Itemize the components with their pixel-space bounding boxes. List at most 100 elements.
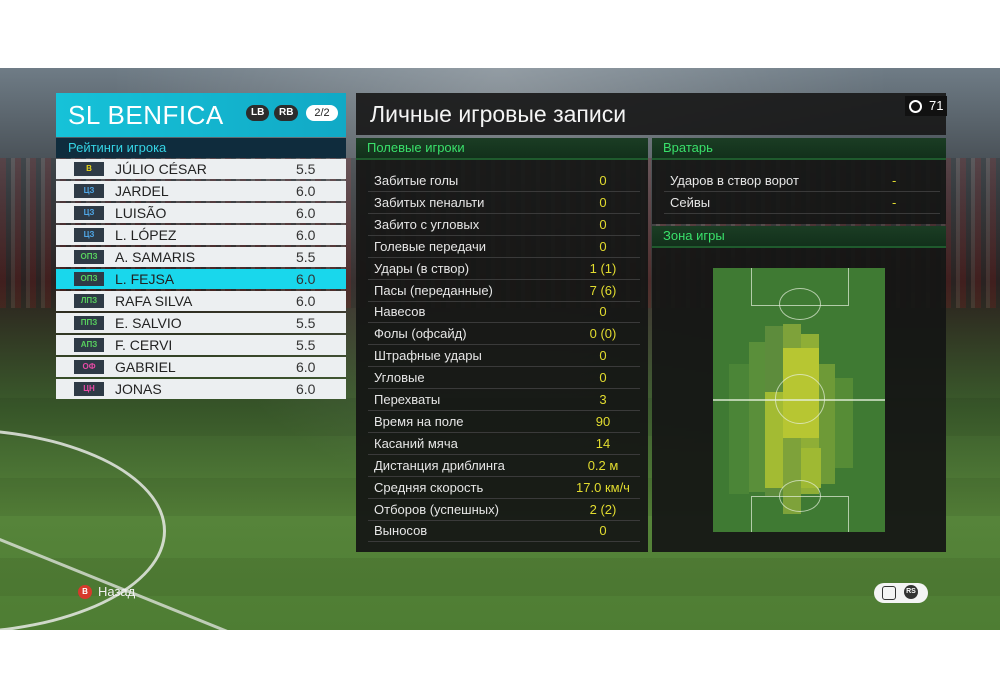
stat-row: Удары (в створ) 1 (1) bbox=[368, 258, 640, 280]
player-name: JARDEL bbox=[115, 183, 169, 199]
match-timer: 71 bbox=[905, 96, 947, 116]
stat-row: Время на поле 90 bbox=[368, 411, 640, 433]
stat-row: Угловые 0 bbox=[368, 367, 640, 390]
stat-label: Забито с угловых bbox=[374, 216, 480, 232]
stat-value: 2 (2) bbox=[589, 501, 617, 517]
player-row[interactable]: ОПЗ A. SAMARIS 5.5 bbox=[56, 247, 346, 267]
stat-label: Пасы (переданные) bbox=[374, 282, 493, 298]
player-name: RAFA SILVA bbox=[115, 293, 193, 309]
field-players-title: Полевые игроки bbox=[367, 140, 465, 155]
player-rating: 6.0 bbox=[296, 183, 316, 199]
player-row[interactable]: В JÚLIO CÉSAR 5.5 bbox=[56, 159, 346, 179]
player-name: F. CERVI bbox=[115, 337, 173, 353]
rb-button[interactable]: RB bbox=[274, 105, 299, 121]
player-rating: 6.0 bbox=[296, 359, 316, 375]
stat-label: Отборов (успешных) bbox=[374, 501, 499, 517]
zone-header: Зона игры bbox=[652, 226, 946, 248]
position-badge: ОПЗ bbox=[74, 250, 104, 264]
heat-cell bbox=[801, 448, 821, 488]
player-rating: 6.0 bbox=[296, 293, 316, 309]
stat-row: Голевые передачи 0 bbox=[368, 236, 640, 258]
player-row[interactable]: ОПЗ L. FEJSA 6.0 bbox=[56, 269, 346, 289]
player-list: В JÚLIO CÉSAR 5.5 ЦЗ JARDEL 6.0 ЦЗ LUISÃO 6.0 ЦЗ L… bbox=[56, 159, 346, 401]
player-row[interactable]: ЦЗ L. LÓPEZ 6.0 bbox=[56, 225, 346, 245]
heat-cell bbox=[819, 364, 835, 484]
field-players-header: Полевые игроки bbox=[356, 138, 648, 160]
gk-stat-row: Сейвы - bbox=[664, 192, 940, 214]
position-badge: В bbox=[74, 162, 104, 176]
player-name: L. LÓPEZ bbox=[115, 227, 177, 243]
back-label[interactable]: Назад bbox=[98, 584, 136, 599]
page-title-bar: Личные игровые записи bbox=[356, 93, 946, 135]
stat-label: Касаний мяча bbox=[374, 435, 458, 451]
stat-value: 0 bbox=[599, 216, 607, 232]
lb-button[interactable]: LB bbox=[246, 105, 270, 121]
stat-row: Штрафные удары 0 bbox=[368, 345, 640, 368]
player-row[interactable]: ППЗ E. SALVIO 5.5 bbox=[56, 313, 346, 333]
team-header: SL BENFICA LB RB 2/2 bbox=[56, 93, 346, 137]
stat-label: Удары (в створ) bbox=[374, 260, 470, 276]
goalkeeper-header: Вратарь bbox=[652, 138, 946, 160]
rs-button-icon[interactable]: RS bbox=[904, 585, 918, 599]
page-title: Личные игровые записи bbox=[370, 101, 627, 127]
gk-stat-value: - bbox=[892, 173, 897, 188]
stat-label: Фолы (офсайд) bbox=[374, 326, 467, 342]
player-rating: 6.0 bbox=[296, 381, 316, 397]
stat-value: 0 bbox=[599, 304, 607, 320]
position-badge: ЦЗ bbox=[74, 206, 104, 220]
page-indicator: 2/2 bbox=[306, 105, 338, 121]
stat-label: Перехваты bbox=[374, 392, 441, 407]
stat-row: Навесов 0 bbox=[368, 301, 640, 324]
player-rating: 5.5 bbox=[296, 315, 316, 331]
stat-value: 0 bbox=[599, 173, 607, 188]
position-badge: ОФ bbox=[74, 360, 104, 374]
stat-value: 3 bbox=[599, 392, 607, 407]
heat-cell bbox=[765, 392, 783, 488]
timer-value: 71 bbox=[929, 98, 944, 113]
stat-row: Пасы (переданные) 7 (6) bbox=[368, 280, 640, 302]
stat-row: Касаний мяча 14 bbox=[368, 433, 640, 455]
position-badge: ОПЗ bbox=[74, 272, 104, 286]
player-name: JONAS bbox=[115, 381, 162, 397]
stat-label: Выносов bbox=[374, 523, 428, 539]
heatmap-pitch bbox=[713, 268, 885, 532]
stat-label: Средняя скорость bbox=[374, 479, 484, 495]
team-name: SL BENFICA bbox=[68, 100, 224, 130]
stat-value: 14 bbox=[595, 435, 611, 451]
stat-value: 0 bbox=[599, 523, 607, 539]
heat-cell bbox=[835, 378, 853, 468]
stat-label: Забитых пенальти bbox=[374, 194, 485, 210]
rs-control[interactable]: RS bbox=[874, 583, 928, 603]
stat-label: Голевые передачи bbox=[374, 238, 487, 254]
stat-row: Забитых пенальти 0 bbox=[368, 192, 640, 214]
stat-row: Фолы (офсайд) 0 (0) bbox=[368, 323, 640, 346]
player-rating: 5.5 bbox=[296, 337, 316, 353]
stat-row: Перехваты 3 bbox=[368, 389, 640, 411]
stat-label: Дистанция дриблинга bbox=[374, 457, 505, 473]
player-row[interactable]: ЦЗ JARDEL 6.0 bbox=[56, 181, 346, 201]
stat-value: 7 (6) bbox=[589, 282, 617, 298]
player-row[interactable]: ЦЗ LUISÃO 6.0 bbox=[56, 203, 346, 223]
stat-row: Дистанция дриблинга 0.2 м bbox=[368, 455, 640, 477]
stat-value: 0 bbox=[599, 238, 607, 254]
stat-value: 0 bbox=[599, 370, 607, 386]
player-row[interactable]: АПЗ F. CERVI 5.5 bbox=[56, 335, 346, 355]
penalty-arc-bottom bbox=[779, 480, 821, 512]
player-row[interactable]: ОФ GABRIEL 6.0 bbox=[56, 357, 346, 377]
b-button-icon[interactable]: B bbox=[78, 585, 92, 599]
stat-label: Время на поле bbox=[374, 413, 464, 429]
player-name: E. SALVIO bbox=[115, 315, 182, 331]
penalty-arc-top bbox=[779, 288, 821, 320]
heat-cell bbox=[749, 342, 765, 492]
stat-value: 17.0 км/ч bbox=[576, 479, 630, 495]
stat-label: Навесов bbox=[374, 304, 426, 320]
clock-icon bbox=[909, 100, 922, 113]
player-name: L. FEJSA bbox=[115, 271, 175, 287]
position-badge: ЦЗ bbox=[74, 184, 104, 198]
center-circle bbox=[775, 374, 825, 424]
player-row[interactable]: ЦН JONAS 6.0 bbox=[56, 379, 346, 399]
position-badge: ЦН bbox=[74, 382, 104, 396]
player-row[interactable]: ЛПЗ RAFA SILVA 6.0 bbox=[56, 291, 346, 311]
stat-row: Забитые голы 0 bbox=[368, 170, 640, 192]
player-name: JÚLIO CÉSAR bbox=[115, 161, 207, 177]
